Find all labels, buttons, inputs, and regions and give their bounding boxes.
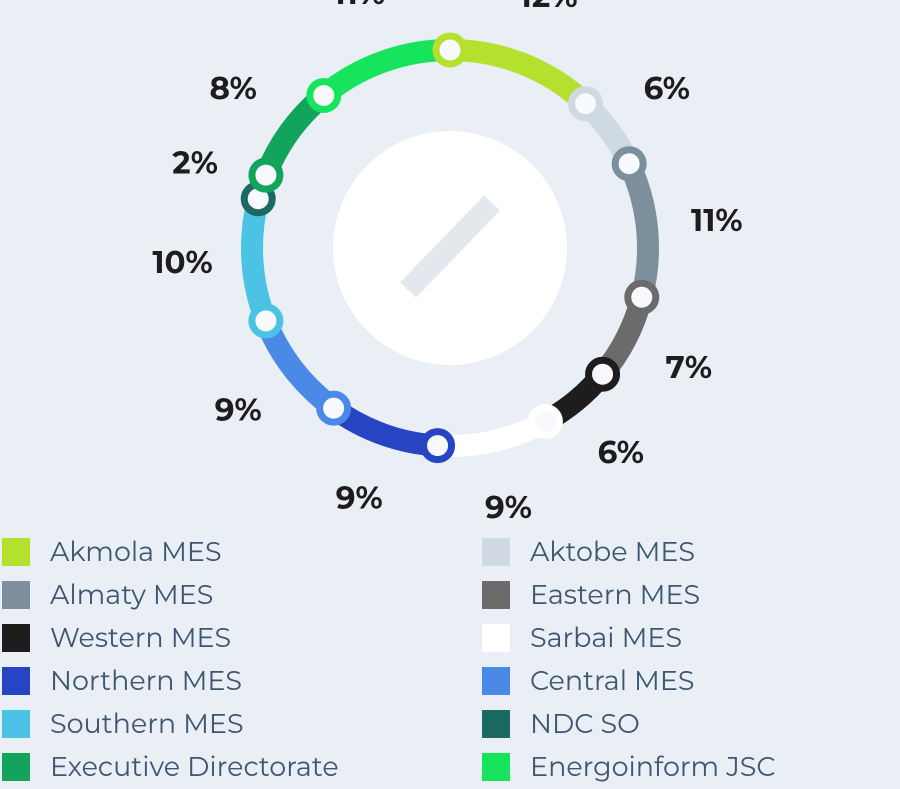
legend-swatch xyxy=(2,538,30,566)
legend-label: Almaty MES xyxy=(50,578,213,611)
segment-knob xyxy=(248,157,284,193)
legend-swatch xyxy=(2,710,30,738)
segment-knob xyxy=(432,32,468,68)
segment-knob xyxy=(306,77,342,113)
legend-label: Aktobe MES xyxy=(530,535,695,568)
value-label: 9% xyxy=(485,488,532,526)
value-label: 9% xyxy=(336,478,383,516)
legend-label: Energoinform JSC xyxy=(530,750,776,783)
value-label: 6% xyxy=(598,433,644,471)
legend-label: Eastern MES xyxy=(530,578,700,611)
legend-swatch xyxy=(2,581,30,609)
value-label: 7% xyxy=(666,348,713,386)
ring-segment xyxy=(619,159,659,300)
legend-swatch xyxy=(482,667,510,695)
legend: Akmola MES Aktobe MES Almaty MES Eastern ME… xyxy=(2,535,776,783)
segment-knob xyxy=(611,146,647,182)
legend-swatch xyxy=(2,753,30,781)
value-label: 8% xyxy=(210,69,257,107)
legend-label: Central MES xyxy=(530,664,695,697)
value-label: 10% xyxy=(152,243,212,281)
value-label: 12% xyxy=(520,0,578,15)
segment-knob xyxy=(527,404,563,440)
ring-knobs xyxy=(240,32,660,464)
value-label: 11% xyxy=(691,201,743,239)
segment-knob xyxy=(568,86,604,122)
ring-segment xyxy=(449,39,594,112)
legend-swatch xyxy=(482,538,510,566)
legend-label: Executive Directorate xyxy=(50,750,339,783)
value-labels: 12% 6% 11% 7% 6% 9% 9% 9% 10% 2% 8% 11% xyxy=(152,0,742,526)
legend-swatch xyxy=(482,753,510,781)
legend-label: Akmola MES xyxy=(50,535,222,568)
value-label: 11% xyxy=(333,0,385,12)
legend-label: Northern MES xyxy=(50,664,242,697)
value-label: 2% xyxy=(172,144,218,182)
segment-knob xyxy=(624,279,660,315)
center-icon xyxy=(400,195,500,298)
legend-label: Southern MES xyxy=(50,707,244,740)
legend-swatch xyxy=(482,710,510,738)
value-label: 9% xyxy=(215,391,262,429)
segment-knob xyxy=(248,303,284,339)
value-label: 6% xyxy=(644,69,690,107)
ring-segment xyxy=(316,39,451,105)
ring-segment xyxy=(241,196,277,325)
legend-swatch xyxy=(2,624,30,652)
legend-swatch xyxy=(2,667,30,695)
legend-swatch xyxy=(482,624,510,652)
legend-swatch xyxy=(482,581,510,609)
legend-label: Sarbai MES xyxy=(530,621,682,654)
legend-label: Western MES xyxy=(50,621,231,654)
legend-label: NDC SO xyxy=(530,707,640,740)
segment-knob xyxy=(316,390,352,426)
segment-knob xyxy=(585,356,621,392)
segment-knob xyxy=(420,428,456,464)
